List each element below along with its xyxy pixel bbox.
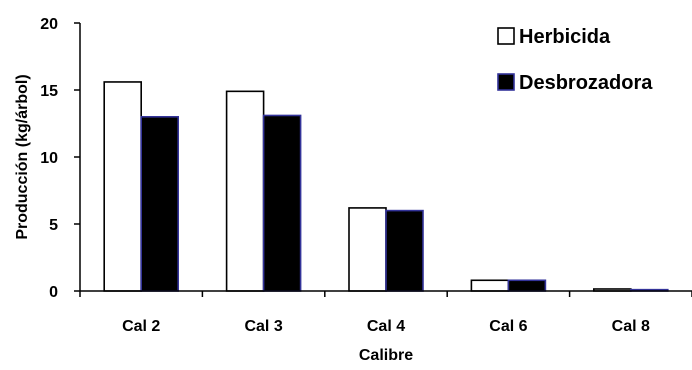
x-tick-label-4: Cal 8 — [612, 318, 650, 335]
x-axis-title: Calibre — [359, 347, 413, 364]
y-tick-label-0: 0 — [49, 284, 58, 301]
x-tick-label-2: Cal 4 — [367, 318, 405, 335]
tick-labels-group: 0 5 10 15 20 Cal 2 Cal 3 Cal 4 Cal 6 Cal 8 — [40, 16, 650, 335]
legend-label-desbrozadora: Desbrozadora — [519, 72, 653, 94]
bar-herbicida-0 — [103, 81, 142, 292]
axes-group — [74, 22, 692, 297]
y-axis-title: Producción (kg/árbol) — [14, 74, 31, 239]
legend-swatch-herbicida — [497, 27, 515, 45]
legend-swatch-desbrozadora — [497, 73, 515, 91]
x-tick-label-0: Cal 2 — [122, 318, 160, 335]
x-tick-label-1: Cal 3 — [244, 318, 282, 335]
bar-herbicida-2 — [348, 207, 387, 292]
y-tick-label-4: 20 — [40, 16, 58, 33]
bars-group — [103, 81, 669, 292]
x-tick-label-3: Cal 6 — [489, 318, 527, 335]
y-tick-label-3: 15 — [40, 83, 58, 100]
bar-desbrozadora-3 — [507, 279, 547, 292]
legend: Herbicida Desbrozadora — [497, 26, 653, 94]
y-tick-label-2: 10 — [40, 150, 58, 167]
bar-desbrozadora-0 — [140, 116, 179, 292]
bar-herbicida-3 — [470, 279, 510, 292]
legend-label-herbicida: Herbicida — [519, 26, 611, 48]
bar-herbicida-1 — [225, 90, 265, 292]
bar-desbrozadora-1 — [262, 114, 302, 292]
y-tick-label-1: 5 — [49, 217, 58, 234]
bar-desbrozadora-2 — [385, 209, 424, 292]
